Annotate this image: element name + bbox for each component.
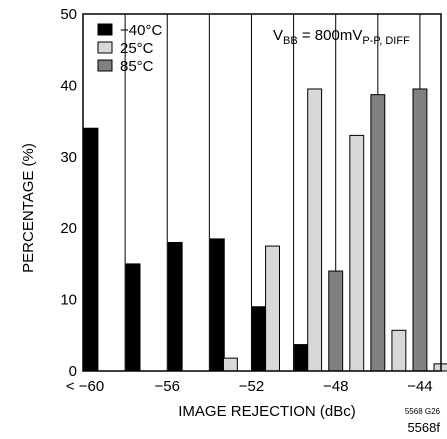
x-tick-label: −52 [239,378,264,395]
bar-25c [307,88,323,372]
bar-25c [222,357,238,372]
bar-minus40c [294,344,309,372]
y-axis-label: PERCENTAGE (%) [20,143,37,273]
y-tick-label: 40 [60,77,77,94]
y-tick-label: 10 [60,292,77,309]
x-tick-label: −56 [155,378,180,395]
bar-minus40c [251,306,267,372]
legend-swatch [97,23,113,36]
legend-label: −40°C [120,22,162,39]
bar-25c [349,134,365,372]
legend: −40°C25°C85°C [97,22,162,75]
bar-minus40c [209,238,225,372]
y-tick-label: 50 [60,6,77,23]
legend-swatch [97,41,113,54]
legend-label: 25°C [120,40,154,57]
bar-minus40c [125,263,141,372]
y-tick-label: 20 [60,220,77,237]
annotation-vbb: VBB = 800mVP-P, DIFF [273,27,410,47]
annotation-main: V [273,27,283,44]
y-tick-label: 0 [69,363,77,380]
annotation-mid: = 800mV [298,27,363,44]
grid-layer [124,14,421,371]
x-tick-label: < −60 [66,378,104,395]
bar-85c [370,94,386,372]
bar-85c [328,270,344,372]
legend-label: 85°C [120,58,154,75]
tick-layer: 0 10 20 30 40 50 < −60 −56 −52 −48 −44 [60,6,432,395]
annotation-sub1: BB [283,35,298,47]
x-axis-label: IMAGE REJECTION (dBc) [178,403,356,420]
y-tick-label: 30 [60,149,77,166]
bar-85c [412,88,428,372]
x-tick-label: −48 [323,378,348,395]
page-code: 5568f [407,420,440,435]
annotation-sub2: P-P, DIFF [362,35,410,47]
bar-layer [83,88,447,372]
figure-code: 5568 G26 [405,407,441,416]
bar-minus40c [167,241,183,372]
plot-frame [82,13,442,372]
bar-minus40c [83,127,99,372]
bar-25c [391,329,407,372]
bar-25c [265,245,280,372]
legend-swatch [97,59,113,72]
x-tick-label: −44 [407,378,432,395]
